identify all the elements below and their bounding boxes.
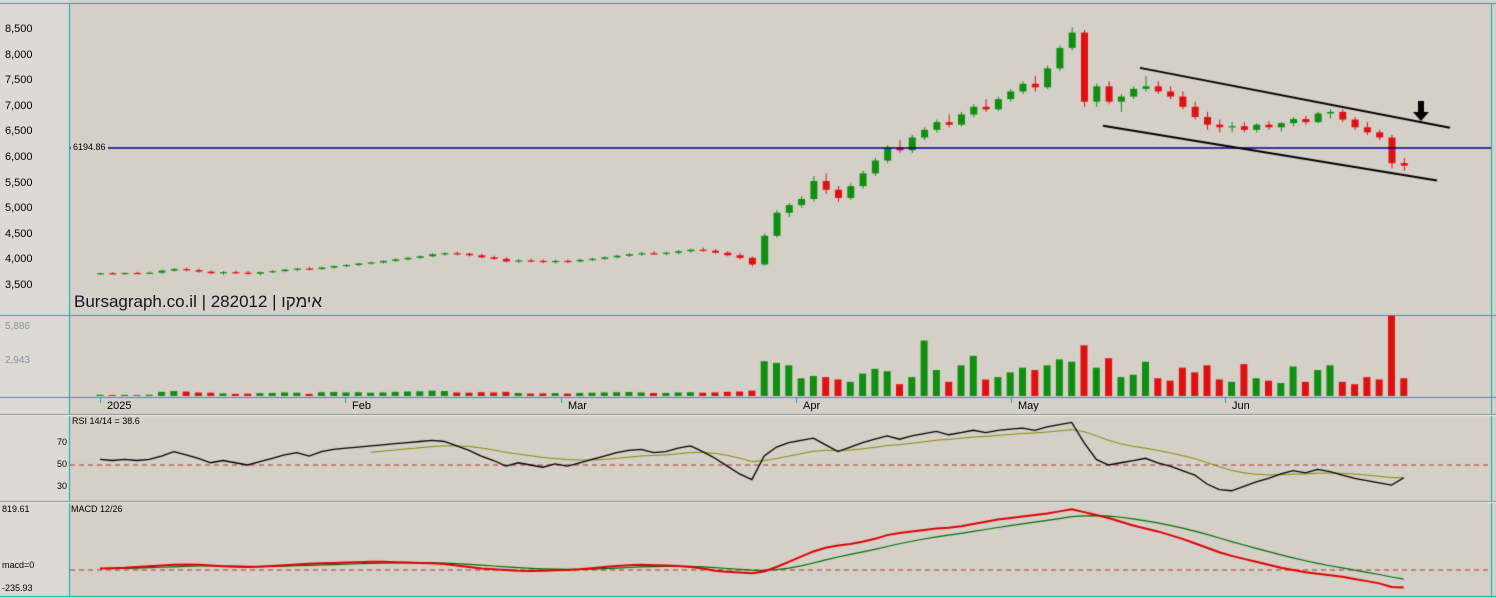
bursagraph-chart-window: Bursagraph.co.il | 282012 | אימקו 6194.8… — [0, 0, 1496, 598]
price-chart-canvas[interactable] — [0, 0, 1496, 598]
